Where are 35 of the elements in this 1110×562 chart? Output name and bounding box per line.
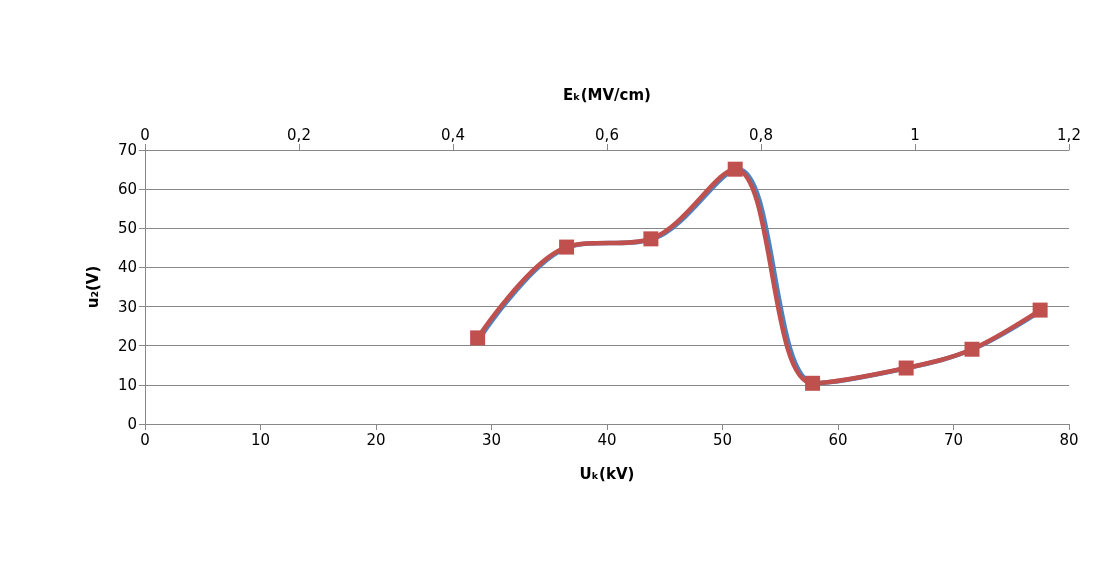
point [964, 341, 980, 357]
y-tick-label: 70 [117, 141, 137, 159]
point [470, 330, 486, 346]
y-tick-label: 40 [117, 258, 137, 277]
y-tick-label: 10 [117, 375, 137, 394]
point [805, 375, 821, 391]
x-tick-label: 30 [481, 430, 502, 449]
x-tick-label: 0 [140, 430, 150, 449]
y-tick-label: 50 [117, 219, 137, 238]
x-tick-label: 10 [250, 430, 271, 449]
x-tick-label: 60 [828, 430, 848, 449]
point [1032, 302, 1048, 318]
y-axis-title: u₂(V) [83, 265, 102, 309]
x-tick-label: 50 [712, 430, 733, 449]
y-tick-label: 20 [117, 336, 137, 355]
x-tick-label: 80 [1059, 430, 1079, 449]
y-tick-label: 0 [127, 415, 137, 433]
point [559, 239, 575, 255]
x2-tick-label: 0,8 [749, 125, 773, 144]
y-tick-label: 30 [117, 297, 137, 316]
x-tick-label: 40 [597, 430, 617, 449]
point [898, 360, 914, 376]
point [727, 161, 743, 177]
x2-axis-title: Eₖ(MV/cm) [563, 85, 651, 104]
x2-tick-label: 1 [910, 125, 920, 144]
x2-tick-label: 0,6 [595, 125, 619, 144]
y-tick-label: 60 [117, 180, 137, 199]
x2-tick-label: 1,2 [1057, 125, 1081, 144]
x-tick-label: 20 [366, 430, 386, 449]
x2-tick-label: 0,4 [441, 125, 465, 144]
x-tick-label: 70 [943, 430, 964, 449]
x2-tick-label: 0,2 [287, 125, 311, 144]
x2-tick-label: 0 [140, 125, 150, 144]
point [643, 231, 659, 247]
x-axis-title: Uₖ(kV) [579, 464, 635, 483]
